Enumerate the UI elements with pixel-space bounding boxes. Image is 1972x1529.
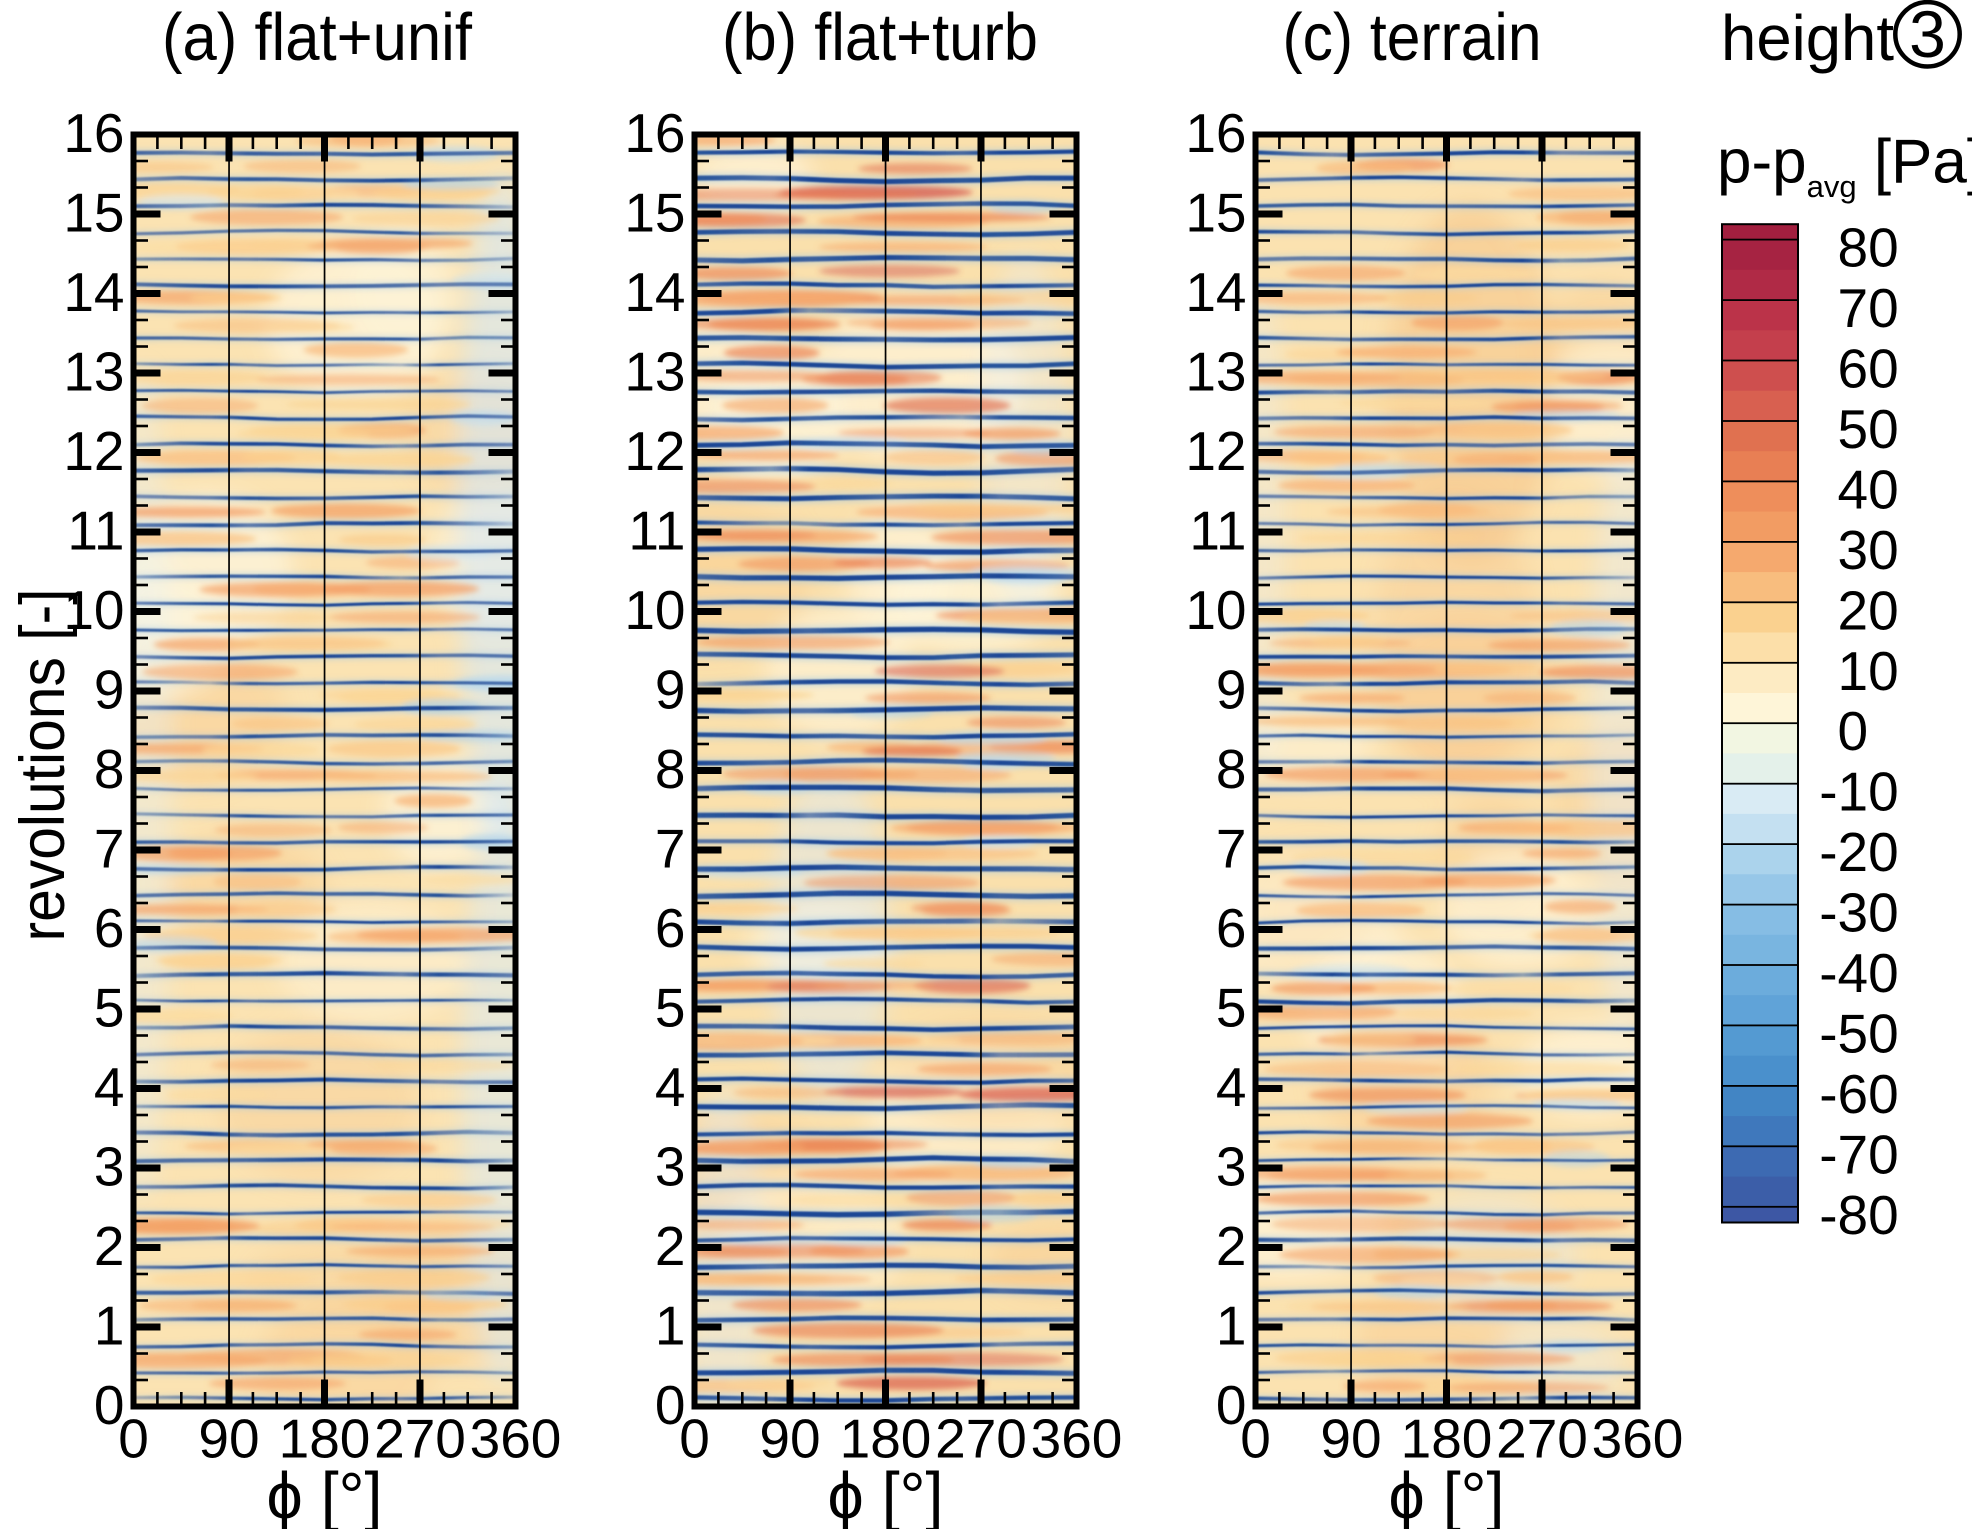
svg-text:50: 50 [1838, 398, 1899, 460]
svg-text:10: 10 [624, 579, 685, 641]
svg-text:12: 12 [1185, 420, 1246, 482]
svg-text:10: 10 [63, 579, 124, 641]
svg-text:60: 60 [1838, 338, 1899, 400]
svg-text:9: 9 [655, 659, 686, 721]
svg-text:ϕ [°]: ϕ [°] [1389, 1459, 1505, 1529]
svg-text:9: 9 [1216, 659, 1247, 721]
svg-text:7: 7 [655, 818, 686, 880]
svg-text:11: 11 [67, 500, 124, 562]
svg-text:3: 3 [1909, 0, 1946, 71]
svg-text:13: 13 [624, 341, 685, 403]
svg-text:8: 8 [1216, 738, 1247, 800]
svg-text:16: 16 [63, 102, 124, 164]
svg-text:16: 16 [1185, 102, 1246, 164]
svg-text:7: 7 [94, 818, 125, 880]
svg-text:5: 5 [94, 977, 125, 1039]
svg-text:4: 4 [1216, 1056, 1247, 1118]
svg-text:11: 11 [628, 500, 685, 562]
svg-text:revolutions [-]: revolutions [-] [8, 589, 78, 942]
svg-text:2: 2 [94, 1215, 125, 1277]
svg-text:-30: -30 [1819, 882, 1899, 944]
svg-text:13: 13 [1185, 341, 1246, 403]
svg-text:3: 3 [1216, 1136, 1247, 1198]
svg-text:2: 2 [655, 1215, 686, 1277]
svg-text:180: 180 [1401, 1407, 1493, 1469]
svg-text:13: 13 [63, 341, 124, 403]
svg-text:16: 16 [624, 102, 685, 164]
svg-text:14: 14 [63, 261, 124, 323]
svg-text:0: 0 [655, 1374, 686, 1436]
svg-text:14: 14 [1185, 261, 1246, 323]
svg-text:180: 180 [279, 1407, 371, 1469]
svg-text:360: 360 [470, 1407, 562, 1469]
svg-text:270: 270 [374, 1407, 466, 1469]
svg-text:-70: -70 [1819, 1123, 1899, 1185]
svg-text:0: 0 [679, 1407, 710, 1469]
svg-text:360: 360 [1592, 1407, 1684, 1469]
svg-text:3: 3 [655, 1136, 686, 1198]
svg-text:5: 5 [1216, 977, 1247, 1039]
svg-text:4: 4 [94, 1056, 125, 1118]
svg-text:1: 1 [94, 1295, 125, 1357]
svg-text:270: 270 [1496, 1407, 1588, 1469]
svg-text:ϕ [°]: ϕ [°] [267, 1459, 383, 1529]
svg-text:0: 0 [1240, 1407, 1271, 1469]
svg-text:1: 1 [1216, 1295, 1247, 1357]
svg-text:-60: -60 [1819, 1063, 1899, 1125]
svg-text:7: 7 [1216, 818, 1247, 880]
svg-text:5: 5 [655, 977, 686, 1039]
svg-text:3: 3 [94, 1136, 125, 1198]
svg-text:270: 270 [935, 1407, 1027, 1469]
svg-text:1: 1 [655, 1295, 686, 1357]
svg-text:0: 0 [1838, 700, 1869, 762]
svg-text:90: 90 [759, 1407, 820, 1469]
svg-text:(a) flat+unif: (a) flat+unif [162, 0, 472, 75]
svg-text:360: 360 [1031, 1407, 1123, 1469]
svg-text:6: 6 [94, 897, 125, 959]
svg-text:12: 12 [624, 420, 685, 482]
svg-text:(c) terrain: (c) terrain [1283, 0, 1542, 75]
svg-text:-20: -20 [1819, 821, 1899, 883]
svg-text:12: 12 [63, 420, 124, 482]
svg-text:8: 8 [655, 738, 686, 800]
svg-text:-10: -10 [1819, 761, 1899, 823]
svg-text:-40: -40 [1819, 942, 1899, 1004]
svg-text:-80: -80 [1819, 1184, 1899, 1246]
svg-text:90: 90 [198, 1407, 259, 1469]
svg-text:30: 30 [1838, 519, 1899, 581]
svg-text:0: 0 [94, 1374, 125, 1436]
svg-text:ϕ [°]: ϕ [°] [828, 1459, 944, 1529]
svg-text:20: 20 [1838, 579, 1899, 641]
svg-text:15: 15 [624, 182, 685, 244]
svg-text:-50: -50 [1819, 1003, 1899, 1065]
svg-text:height: height [1721, 2, 1894, 74]
svg-text:2: 2 [1216, 1215, 1247, 1277]
svg-text:15: 15 [63, 182, 124, 244]
svg-text:0: 0 [1216, 1374, 1247, 1436]
svg-text:80: 80 [1838, 217, 1899, 279]
svg-text:90: 90 [1320, 1407, 1381, 1469]
svg-text:10: 10 [1838, 640, 1899, 702]
svg-text:180: 180 [840, 1407, 932, 1469]
svg-text:14: 14 [624, 261, 685, 323]
svg-text:15: 15 [1185, 182, 1246, 244]
svg-text:9: 9 [94, 659, 125, 721]
svg-text:10: 10 [1185, 579, 1246, 641]
svg-text:6: 6 [655, 897, 686, 959]
svg-text:0: 0 [118, 1407, 149, 1469]
svg-text:40: 40 [1838, 458, 1899, 520]
svg-text:6: 6 [1216, 897, 1247, 959]
svg-text:70: 70 [1838, 277, 1899, 339]
svg-text:11: 11 [1189, 500, 1246, 562]
svg-text:(b) flat+turb: (b) flat+turb [722, 0, 1038, 75]
svg-text:8: 8 [94, 738, 125, 800]
svg-text:4: 4 [655, 1056, 686, 1118]
